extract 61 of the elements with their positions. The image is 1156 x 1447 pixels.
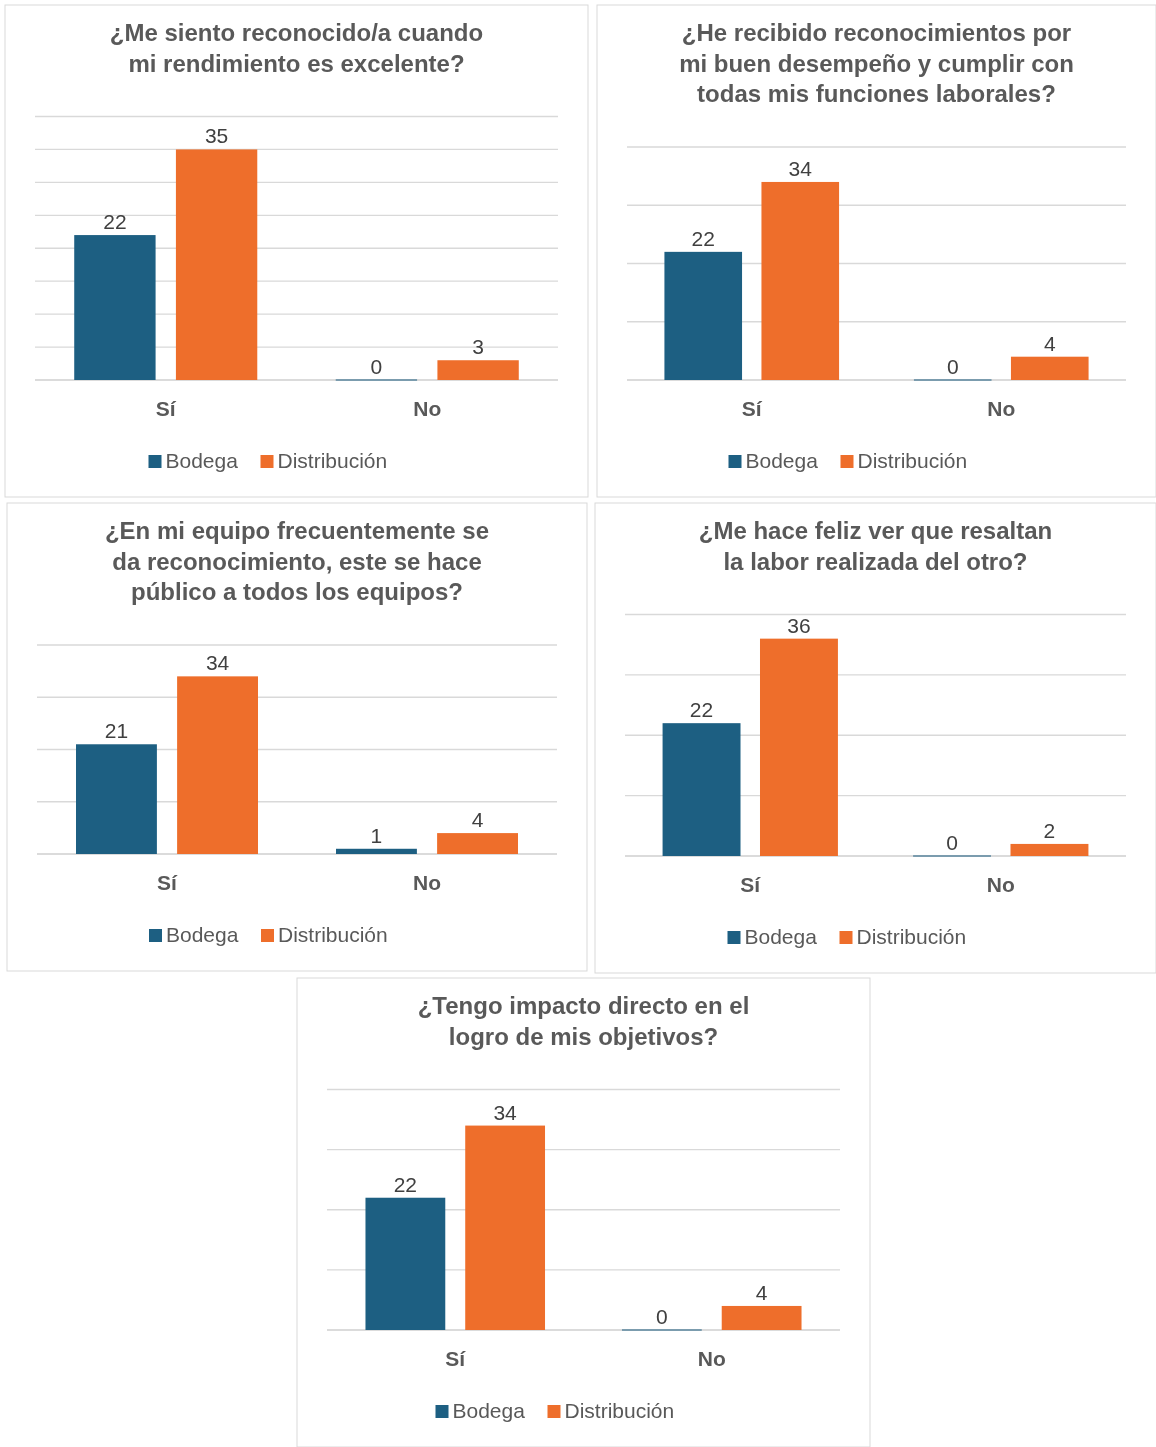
data-label: 4 xyxy=(471,808,484,832)
bar xyxy=(336,848,417,854)
chart-title: ¿Tengo impacto directo en el logro de mis objetivos? xyxy=(417,992,750,1050)
data-label: 21 xyxy=(104,719,129,743)
data-label: 35 xyxy=(204,124,229,148)
data-label: 36 xyxy=(787,613,811,637)
legend-label: Distribución xyxy=(277,449,388,472)
x-tick-label: Sí xyxy=(155,397,177,420)
data-label: 2 xyxy=(1043,818,1056,842)
bar xyxy=(437,360,519,380)
data-label: 34 xyxy=(788,156,813,180)
data-label: 0 xyxy=(946,831,958,854)
data-label: 1 xyxy=(370,823,383,847)
data-label: 4 xyxy=(755,1280,768,1304)
bar xyxy=(1010,356,1089,380)
x-tick-label: Sí xyxy=(740,873,762,896)
legend-label: Bodega xyxy=(745,449,819,472)
bar xyxy=(761,181,840,380)
data-label: 3 xyxy=(472,335,484,359)
bar xyxy=(664,251,743,380)
data-label: 0 xyxy=(370,355,383,378)
legend-label: Distribución xyxy=(278,923,388,946)
legend-label: Distribución xyxy=(856,925,967,948)
data-label: 22 xyxy=(689,698,714,722)
data-label: 0 xyxy=(946,355,959,378)
legend-label: Bodega xyxy=(744,925,818,948)
chart-title: ¿Me hace feliz ver que resaltan la labor realizada del otro? xyxy=(698,517,1053,575)
legend-label: Distribución xyxy=(564,1399,675,1422)
chart-title: ¿He recibido reconocimientos por mi buen desempeño y cumplir con todas mis funciones laborales? xyxy=(679,19,1074,107)
bar xyxy=(74,235,156,380)
x-tick-label: No xyxy=(413,397,442,420)
legend-label: Bodega xyxy=(165,449,239,472)
x-tick-label: Sí xyxy=(741,397,763,420)
bar xyxy=(662,723,741,856)
x-tick-label: No xyxy=(987,397,1016,420)
bar xyxy=(76,744,157,854)
data-label: 22 xyxy=(103,210,127,234)
bar xyxy=(1010,843,1089,856)
x-tick-label: Sí xyxy=(445,1347,467,1370)
data-label: 22 xyxy=(691,226,715,250)
x-tick-label: Sí xyxy=(157,871,179,894)
bar xyxy=(175,149,258,380)
bar xyxy=(177,676,258,854)
data-label: 0 xyxy=(656,1305,668,1328)
data-label: 4 xyxy=(1043,331,1056,355)
chart-title: ¿En mi equipo frecuentemente se da reconocimiento, este se hace público a todos los equipos? xyxy=(104,517,490,605)
bar xyxy=(759,638,838,856)
bar xyxy=(465,1125,546,1330)
chart-title: ¿Me siento reconocido/a cuando mi rendimiento es excelente? xyxy=(109,19,484,77)
data-label: 34 xyxy=(205,651,230,675)
x-tick-label: No xyxy=(413,871,441,894)
legend-label: Bodega xyxy=(452,1399,526,1422)
x-tick-label: No xyxy=(986,873,1015,896)
bar xyxy=(365,1197,446,1330)
bar xyxy=(721,1305,802,1330)
data-label: 34 xyxy=(493,1100,518,1124)
legend-label: Bodega xyxy=(166,923,239,946)
bar xyxy=(437,833,518,854)
x-tick-label: No xyxy=(697,1347,726,1370)
data-label: 22 xyxy=(393,1172,418,1196)
legend-label: Distribución xyxy=(857,449,968,472)
